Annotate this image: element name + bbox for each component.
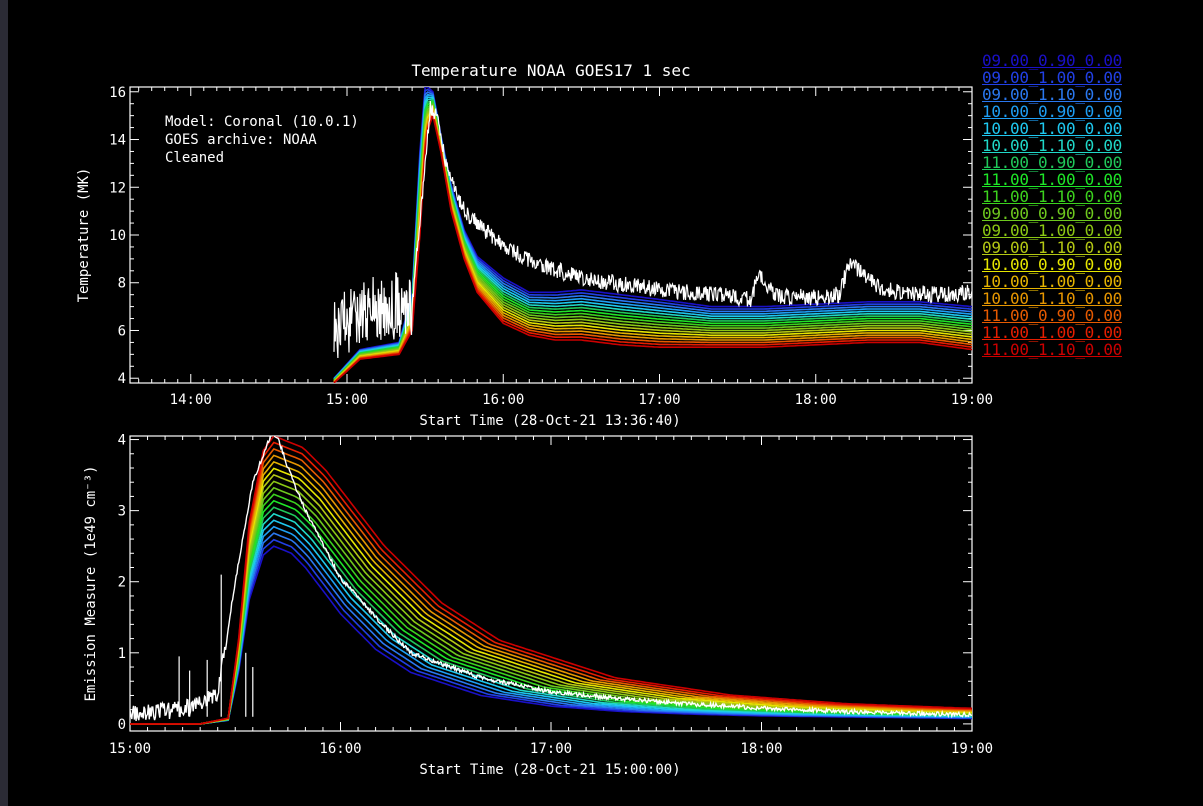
legend-item: 11.00_1.00_0.00 [982,170,1122,189]
x-tick-label: 17:00 [530,741,572,757]
model-curve [130,473,972,725]
y-tick-label: 10 [109,228,126,244]
legend-item: 11.00_0.90_0.00 [982,306,1122,325]
emission-y-axis-label: Emission Measure (1e49 cm⁻³) [83,465,99,701]
x-tick-label: 15:00 [326,392,368,408]
legend-item: 11.00_1.10_0.00 [982,187,1122,206]
x-tick-label: 19:00 [951,392,993,408]
emission-measure-panel: 15:00 16:00 17:00 18:00 19:00 0 1 2 3 4 [109,433,993,757]
temperature-panel: 14:00 15:00 16:00 17:00 18:00 19:00 4 6 8 10 12 14 1… [109,85,993,408]
annotation-archive: GOES archive: NOAA [165,132,317,148]
legend-item: 10.00_1.10_0.00 [982,289,1122,308]
model-curve [333,93,972,380]
model-curve [130,436,972,725]
legend-item: 11.00_0.90_0.00 [982,153,1122,172]
y-tick-label: 16 [109,85,126,101]
y-tick-label: 8 [118,276,126,292]
x-tick-label: 18:00 [795,392,837,408]
legend-item: 09.00_1.10_0.00 [982,238,1122,257]
legend-item: 11.00_1.10_0.00 [982,340,1122,359]
legend-item: 09.00_0.90_0.00 [982,204,1122,223]
legend-item: 09.00_1.10_0.00 [982,85,1122,104]
x-tick-label: 16:00 [319,741,361,757]
observed-emission-measure [130,436,972,721]
model-curve [130,467,972,725]
annotation-cleaned: Cleaned [165,150,224,166]
x-tick-label: 14:00 [170,392,212,408]
emission-x-axis-label: Start Time (28-Oct-21 15:00:00) [419,762,680,778]
x-tick-label: 17:00 [638,392,680,408]
y-tick-label: 1 [118,646,126,662]
observed-temperature [333,100,972,359]
y-tick-label: 4 [118,371,126,387]
x-tick-label: 15:00 [109,741,151,757]
legend-item: 10.00_0.90_0.00 [982,255,1122,274]
temperature-y-axis-label: Temperature (MK) [76,168,92,303]
chart-title: Temperature NOAA GOES17 1 sec [411,61,690,80]
legend-item: 11.00_1.00_0.00 [982,323,1122,342]
legend-item: 09.00_1.00_0.00 [982,221,1122,240]
x-tick-label: 19:00 [951,741,993,757]
model-curve [130,441,972,725]
model-curve [130,480,972,725]
legend-item: 10.00_0.90_0.00 [982,102,1122,121]
legend-item: 10.00_1.10_0.00 [982,136,1122,155]
y-tick-label: 6 [118,323,126,339]
model-curve [333,112,972,383]
legend-item: 10.00_1.00_0.00 [982,272,1122,291]
y-tick-label: 4 [118,433,126,449]
y-tick-label: 3 [118,504,126,520]
plot-frame [129,435,973,732]
model-curve [130,448,972,725]
x-tick-label: 16:00 [482,392,524,408]
model-curve [130,486,972,725]
x-tick-label: 18:00 [740,741,782,757]
model-curve [130,454,972,725]
legend-item: 10.00_1.00_0.00 [982,119,1122,138]
y-tick-label: 0 [118,717,126,733]
y-tick-label: 12 [109,180,126,196]
annotation-block: Model: Coronal (10.0.1) GOES archive: NO… [165,114,359,166]
legend-item: 09.00_0.90_0.00 [982,51,1122,70]
legend: 09.00_0.90_0.00 09.00_1.00_0.00 09.00_1.10… [982,52,1203,358]
y-tick-label: 2 [118,575,126,591]
temperature-x-axis-label: Start Time (28-Oct-21 13:36:40) [419,413,680,429]
y-tick-label: 14 [109,133,126,149]
annotation-model: Model: Coronal (10.0.1) [165,114,359,130]
model-curve [130,460,972,725]
legend-item: 09.00_1.00_0.00 [982,68,1122,87]
